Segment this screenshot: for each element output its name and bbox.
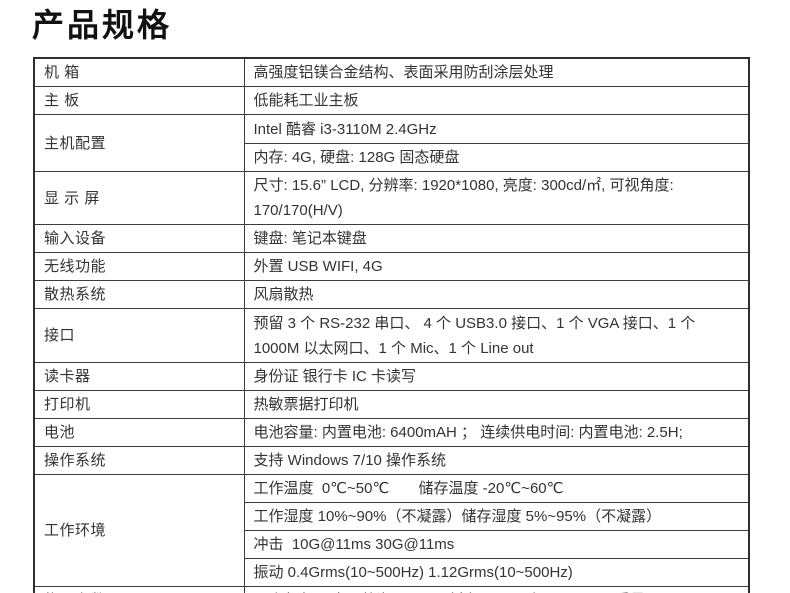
spec-row-display: 显 示 屏 尺寸: 15.6” LCD, 分辨率: 1920*1080, 亮度:… <box>33 171 750 225</box>
spec-row-environment-4: 振动 0.4Grms(10~500Hz) 1.12Grms(10~500Hz) <box>34 558 750 587</box>
spec-row-os: 操作系统 支持 Windows 7/10 操作系统 <box>33 446 750 475</box>
spec-label-printer: 打印机 <box>33 390 245 419</box>
spec-label-card-reader: 读卡器 <box>33 362 245 391</box>
spec-value-physical: 不含包角尺寸: （长） 381× （宽） 300×(高) 94 (mm), 重量… <box>243 586 750 593</box>
spec-value-card-reader: 身份证 银行卡 IC 卡读写 <box>243 362 750 391</box>
spec-row-motherboard: 主 板 低能耗工业主板 <box>33 86 750 115</box>
spec-label-physical: 物理参数 <box>33 586 245 593</box>
spec-row-environment: 工作环境 工作温度 0℃~50℃ 储存温度 -20℃~60℃ <box>33 474 750 587</box>
spec-value-host-config-cpu: Intel 酷睿 i3-3110M 2.4GHz <box>243 114 750 144</box>
spec-row-interface: 接口 预留 3 个 RS-232 串口、 4 个 USB3.0 接口、1 个 V… <box>33 308 750 363</box>
spec-value-battery: 电池容量: 内置电池: 6400mAH ； 连续供电时间: 内置电池: 2.5H… <box>243 418 750 447</box>
spec-value-wireless: 外置 USB WIFI, 4G <box>243 252 750 281</box>
spec-row-battery: 电池 电池容量: 内置电池: 6400mAH ； 连续供电时间: 内置电池: 2… <box>33 418 750 447</box>
spec-value-input-device: 键盘: 笔记本键盘 <box>243 224 750 253</box>
spec-label-interface: 接口 <box>33 308 245 363</box>
spec-row-card-reader: 读卡器 身份证 银行卡 IC 卡读写 <box>33 362 750 391</box>
spec-row-host-config: 主机配置 Intel 酷睿 i3-3110M 2.4GHz <box>33 114 750 172</box>
spec-label-cooling: 散热系统 <box>33 280 245 309</box>
spec-value-display: 尺寸: 15.6” LCD, 分辨率: 1920*1080, 亮度: 300cd… <box>243 171 750 225</box>
spec-value-interface: 预留 3 个 RS-232 串口、 4 个 USB3.0 接口、1 个 VGA … <box>243 308 750 363</box>
spec-value-environment-shock: 冲击 10G@11ms 30G@11ms <box>243 530 750 559</box>
spec-row-input-device: 输入设备 键盘: 笔记本键盘 <box>33 224 750 253</box>
spec-row-chassis: 机 箱 高强度铝镁合金结构、表面采用防刮涂层处理 <box>33 57 750 87</box>
spec-value-motherboard: 低能耗工业主板 <box>243 86 750 115</box>
spec-value-cooling: 风扇散热 <box>243 280 750 309</box>
spec-row-printer: 打印机 热敏票据打印机 <box>33 390 750 419</box>
spec-value-environment-vibration: 振动 0.4Grms(10~500Hz) 1.12Grms(10~500Hz) <box>243 558 750 587</box>
spec-value-printer: 热敏票据打印机 <box>243 390 750 419</box>
spec-row-cooling: 散热系统 风扇散热 <box>33 280 750 309</box>
spec-row-physical: 物理参数 不含包角尺寸: （长） 381× （宽） 300×(高) 94 (mm… <box>33 586 750 593</box>
spec-label-input-device: 输入设备 <box>33 224 245 253</box>
spec-label-battery: 电池 <box>33 418 245 447</box>
spec-label-display: 显 示 屏 <box>33 171 245 225</box>
spec-row-host-config-2: 内存: 4G, 硬盘: 128G 固态硬盘 <box>34 143 750 172</box>
spec-label-wireless: 无线功能 <box>33 252 245 281</box>
spec-table: 机 箱 高强度铝镁合金结构、表面采用防刮涂层处理 主 板 低能耗工业主板 主机配… <box>33 57 750 593</box>
spec-value-os: 支持 Windows 7/10 操作系统 <box>243 446 750 475</box>
spec-value-host-config-memory: 内存: 4G, 硬盘: 128G 固态硬盘 <box>243 143 750 172</box>
spec-label-environment: 工作环境 <box>33 474 245 587</box>
spec-label-os: 操作系统 <box>33 446 245 475</box>
page-title: 产品规格 <box>32 7 173 43</box>
spec-label-host-config: 主机配置 <box>33 114 245 172</box>
spec-row-wireless: 无线功能 外置 USB WIFI, 4G <box>33 252 750 281</box>
spec-value-environment-temperature: 工作温度 0℃~50℃ 储存温度 -20℃~60℃ <box>243 474 750 503</box>
spec-label-chassis: 机 箱 <box>33 57 245 87</box>
spec-value-environment-humidity: 工作湿度 10%~90%（不凝露）储存湿度 5%~95%（不凝露） <box>243 502 750 531</box>
spec-label-motherboard: 主 板 <box>33 86 245 115</box>
spec-value-chassis: 高强度铝镁合金结构、表面采用防刮涂层处理 <box>243 57 750 87</box>
